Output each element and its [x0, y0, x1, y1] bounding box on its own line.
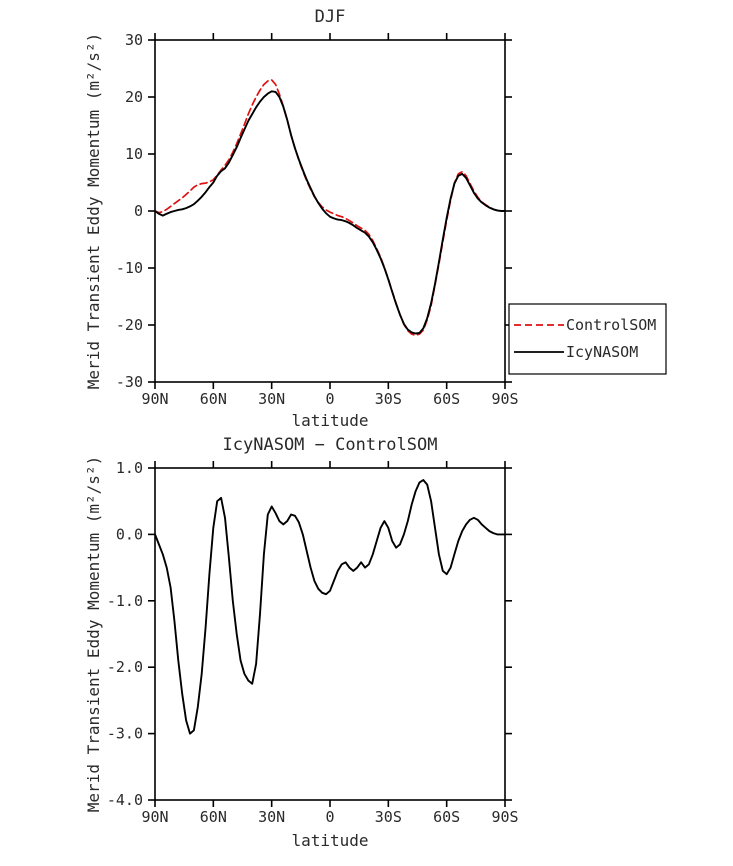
- y-tick-label: 10: [125, 145, 143, 163]
- plot-frame: [154, 467, 506, 801]
- series-ControlSOM: [154, 79, 506, 337]
- x-tick-label: 60N: [200, 390, 227, 408]
- y-tick-label: -4.0: [107, 791, 143, 809]
- legend-box: [508, 303, 667, 375]
- y-tick-label: -30: [116, 373, 143, 391]
- y-axis-label: Merid Transient Eddy Momentum (m²/s²): [84, 33, 103, 389]
- x-tick-label: 0: [325, 808, 334, 826]
- y-tick-label: -20: [116, 316, 143, 334]
- series-IcyNASOM-ControlSOM: [154, 479, 506, 735]
- x-tick-label: 90S: [491, 390, 518, 408]
- x-tick-label: 30N: [258, 808, 285, 826]
- x-tick-label: 30S: [375, 390, 402, 408]
- y-tick-label: 0: [134, 202, 143, 220]
- x-tick-label: 90S: [491, 808, 518, 826]
- chart-canvas: 90N 60N 30N 0 30S 60S 90S 30 20 10 0 -10 -20 -30 DJF la…: [84, 7, 667, 430]
- y-tick-label: 20: [125, 88, 143, 106]
- x-tick-label: 90N: [141, 390, 168, 408]
- y-tick-label: -2.0: [107, 658, 143, 676]
- y-tick-label: 0.0: [116, 525, 143, 543]
- x-axis-label: latitude: [291, 831, 368, 850]
- x-tick-label: 60N: [200, 808, 227, 826]
- chart-difference: 90N 60N 30N 0 30S 60S 90S 1.0 0.0 -1.0 -2.0 -3.0 -4.…: [0, 432, 733, 866]
- chart-djf: 90N 60N 30N 0 30S 60S 90S 30 20 10 0 -10 -20 -30 DJF la…: [84, 7, 667, 430]
- plot-frame: [154, 39, 506, 383]
- y-axis-label: Merid Transient Eddy Momentum (m²/s²): [84, 456, 103, 812]
- chart-title: IcyNASOM − ControlSOM: [223, 435, 438, 455]
- chart-canvas: 90N 60N 30N 0 30S 60S 90S 1.0 0.0 -1.0 -2.0 -3.0 -4.…: [84, 435, 519, 850]
- y-tick-label: -1.0: [107, 592, 143, 610]
- series-IcyNASOM: [154, 90, 506, 335]
- legend-label-ControlSOM: ControlSOM: [566, 316, 656, 334]
- y-tick-label: 1.0: [116, 459, 143, 477]
- y-tick-label: 30: [125, 31, 143, 49]
- x-tick-label: 60S: [433, 808, 460, 826]
- legend-label-IcyNASOM: IcyNASOM: [566, 343, 638, 361]
- chart-title: DJF: [315, 7, 346, 27]
- y-tick-label: -3.0: [107, 725, 143, 743]
- x-tick-label: 0: [325, 390, 334, 408]
- x-tick-label: 60S: [433, 390, 460, 408]
- x-axis-label: latitude: [291, 411, 368, 430]
- x-tick-label: 30S: [375, 808, 402, 826]
- x-tick-label: 30N: [258, 390, 285, 408]
- y-tick-label: -10: [116, 259, 143, 277]
- x-tick-label: 90N: [141, 808, 168, 826]
